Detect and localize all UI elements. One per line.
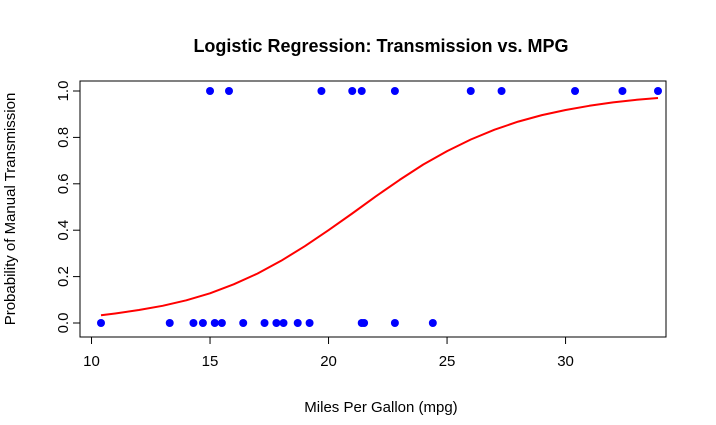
x-tick-label: 20 (320, 353, 337, 370)
x-axis: 10 15 20 25 30 (83, 336, 574, 370)
y-tick-label: 1.0 (55, 81, 72, 102)
data-point (293, 319, 302, 327)
data-point (239, 319, 248, 327)
data-point (279, 319, 288, 327)
y-tick-label: 0.0 (55, 313, 72, 334)
y-axis-label: Probability of Manual Transmission (2, 93, 19, 326)
y-tick-label: 0.8 (55, 127, 72, 148)
data-point (360, 319, 369, 327)
x-tick-label: 15 (202, 353, 219, 370)
data-point (428, 319, 437, 327)
data-point (357, 87, 366, 95)
data-point (217, 319, 226, 327)
data-point (466, 87, 475, 95)
data-point (618, 87, 627, 95)
y-tick-label: 0.6 (55, 173, 72, 194)
data-point (654, 87, 662, 95)
data-point (260, 319, 269, 327)
plot-frame (79, 80, 667, 338)
y-tick-label: 0.4 (55, 220, 72, 241)
chart-title: Logistic Regression: Transmission vs. MP… (193, 36, 568, 56)
data-points-layer (97, 87, 662, 327)
x-axis-label: Miles Per Gallon (mpg) (304, 399, 457, 416)
data-point (206, 87, 215, 95)
data-point (224, 87, 233, 95)
data-point (97, 319, 105, 327)
x-tick-label: 25 (439, 353, 456, 370)
x-tick-label: 10 (83, 353, 100, 370)
data-point (390, 319, 399, 327)
x-tick-label: 30 (557, 353, 574, 370)
data-point (272, 319, 281, 327)
data-point (305, 319, 314, 327)
data-point (497, 87, 506, 95)
data-point (571, 87, 580, 95)
data-point (189, 319, 198, 327)
fitted-curve-layer (100, 97, 659, 317)
data-point (390, 87, 399, 95)
data-point (210, 319, 219, 327)
y-axis: 0.0 0.2 0.4 0.6 0.8 1.0 (55, 81, 81, 334)
fitted-logistic-curve (100, 97, 659, 317)
y-tick-label: 0.2 (55, 266, 72, 287)
data-point (348, 87, 357, 95)
data-point (198, 319, 207, 327)
data-point (165, 319, 174, 327)
data-point (317, 87, 326, 95)
